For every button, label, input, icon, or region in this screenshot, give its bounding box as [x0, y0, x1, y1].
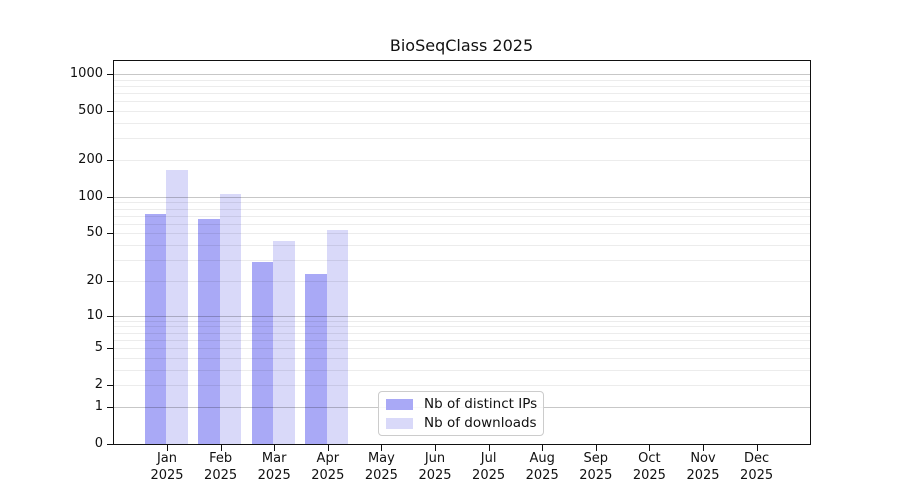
x-tick-mar	[274, 445, 276, 451]
x-tick-label-nov: Nov 2025	[686, 451, 720, 483]
gridline-minor-500	[113, 111, 810, 113]
axis-right	[810, 60, 811, 445]
x-tick-label-jul: Jul 2025	[472, 451, 506, 483]
y-tick-5	[107, 348, 113, 350]
y-tick-label-50: 50	[86, 225, 103, 241]
x-tick-oct	[649, 445, 651, 451]
bar-nb-of-downloads-feb-2025	[219, 194, 242, 444]
x-tick-sep	[595, 445, 597, 451]
gridline-minor-50	[113, 233, 810, 235]
legend-swatch-distinct-ips	[386, 398, 413, 410]
gridline-minor-5	[113, 348, 810, 350]
gridline-minor-6	[113, 339, 810, 341]
x-tick-label-oct: Oct 2025	[632, 451, 666, 483]
y-tick-1	[107, 406, 113, 408]
gridline-minor-20	[113, 280, 810, 282]
y-tick-10	[107, 315, 113, 317]
chart-title: BioSeqClass 2025	[389, 36, 534, 55]
y-tick-50	[107, 233, 113, 235]
gridline-major-100	[113, 196, 810, 198]
gridline-minor-8	[113, 326, 810, 328]
gridline-minor-400	[113, 122, 810, 124]
y-tick-200	[107, 159, 113, 161]
gridline-minor-7	[113, 332, 810, 334]
x-tick-dec	[756, 445, 758, 451]
x-tick-jan	[167, 445, 168, 451]
gridline-minor-30	[113, 260, 810, 262]
gridline-minor-2	[113, 385, 810, 387]
gridline-minor-4	[113, 357, 810, 359]
legend-item-downloads: Nb of downloads	[386, 414, 543, 431]
y-tick-label-5: 5	[94, 340, 103, 356]
x-tick-label-sep: Sep 2025	[579, 451, 613, 483]
x-tick-jul	[488, 445, 490, 451]
x-tick-label-dec: Dec 2025	[740, 451, 774, 483]
y-tick-label-100: 100	[78, 188, 103, 204]
x-tick-jun	[435, 445, 436, 451]
x-tick-apr	[327, 445, 329, 451]
y-tick-label-2: 2	[94, 377, 103, 393]
axis-bottom	[113, 444, 811, 445]
gridline-minor-300	[113, 138, 810, 140]
bar-nb-of-distinct-ips-feb-2025	[198, 218, 220, 444]
x-tick-label-jan: Jan 2025	[150, 451, 184, 483]
y-tick-0	[107, 444, 113, 445]
y-tick-label-10: 10	[86, 307, 103, 323]
bar-nb-of-downloads-mar-2025	[273, 241, 295, 444]
gridline-minor-80	[113, 208, 810, 210]
y-tick-100	[107, 196, 113, 198]
y-tick-label-500: 500	[78, 103, 103, 119]
x-tick-label-mar: Mar 2025	[257, 451, 291, 483]
bar-nb-of-distinct-ips-jan-2025	[144, 214, 166, 444]
y-tick-20	[107, 280, 113, 282]
x-tick-aug	[542, 445, 544, 451]
gridline-minor-800	[113, 85, 810, 87]
legend: Nb of distinct IPs Nb of downloads	[378, 391, 544, 436]
y-tick-500	[107, 111, 113, 113]
y-tick-label-200: 200	[78, 151, 103, 167]
x-tick-label-aug: Aug 2025	[525, 451, 559, 483]
y-tick-2	[107, 385, 113, 387]
bar-nb-of-distinct-ips-mar-2025	[251, 261, 274, 444]
gridline-minor-90	[113, 202, 810, 204]
bar-nb-of-downloads-apr-2025	[326, 230, 349, 444]
bar-nb-of-downloads-jan-2025	[166, 170, 188, 444]
bar-nb-of-distinct-ips-apr-2025	[305, 273, 327, 444]
gridline-major-1000	[113, 74, 810, 75]
gridline-major-10	[113, 315, 810, 317]
x-tick-label-jun: Jun 2025	[418, 451, 452, 483]
x-tick-may	[381, 445, 383, 451]
legend-swatch-downloads	[386, 417, 413, 429]
legend-item-distinct-ips: Nb of distinct IPs	[386, 395, 543, 412]
gridline-minor-200	[113, 159, 810, 161]
x-tick-label-feb: Feb 2025	[204, 451, 238, 483]
legend-label-downloads: Nb of downloads	[424, 414, 537, 431]
y-tick-1000	[107, 74, 113, 75]
gridline-minor-900	[113, 79, 810, 81]
legend-label-distinct-ips: Nb of distinct IPs	[424, 395, 538, 412]
x-tick-label-may: May 2025	[364, 451, 398, 483]
gridline-minor-60	[113, 223, 810, 225]
y-tick-label-1000: 1000	[69, 66, 103, 81]
gridline-minor-3	[113, 369, 810, 371]
y-tick-label-0: 0	[94, 436, 103, 451]
x-tick-label-apr: Apr 2025	[311, 451, 345, 483]
axis-left	[113, 60, 114, 445]
x-tick-nov	[703, 445, 704, 451]
gridline-minor-9	[113, 320, 810, 322]
axis-top	[113, 60, 811, 61]
gridline-minor-40	[113, 245, 810, 247]
x-tick-feb	[220, 445, 222, 451]
gridline-minor-700	[113, 93, 810, 95]
gridline-minor-600	[113, 101, 810, 103]
gridline-minor-70	[113, 215, 810, 217]
y-tick-label-1: 1	[94, 398, 103, 414]
y-tick-label-20: 20	[86, 272, 103, 288]
